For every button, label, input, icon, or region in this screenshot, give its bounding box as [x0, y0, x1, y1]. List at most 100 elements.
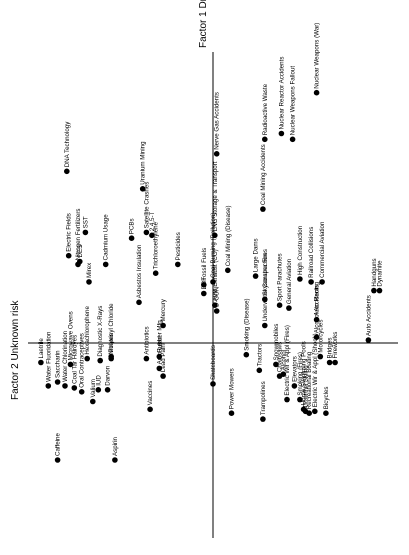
data-point-label: Recreational Boating	[306, 351, 313, 409]
data-point	[313, 89, 320, 96]
data-point-label: Alcohol	[280, 350, 287, 370]
data-point	[143, 355, 150, 362]
data-point-label: Downhill Skiing	[303, 365, 310, 408]
data-point-label: Diagnostic X-Rays	[97, 306, 104, 357]
data-point-label: Laetrile	[38, 338, 45, 359]
data-point-label: Tractors	[256, 344, 263, 366]
data-point-label: Auto Racing	[314, 281, 321, 315]
data-point	[82, 229, 89, 236]
data-point	[273, 361, 279, 368]
x-axis-title: Factor 1 Dread risk	[198, 0, 209, 48]
data-point-label: Rubber Mfg.	[156, 318, 163, 352]
data-point-label: 2,4,5-T	[149, 211, 156, 231]
data-point	[278, 130, 285, 137]
data-point	[306, 410, 313, 417]
data-point	[289, 136, 296, 143]
data-point	[156, 353, 163, 360]
data-point-label: Railroad Collisions	[308, 227, 315, 278]
data-point-label: Motorcycles	[317, 320, 324, 353]
data-point-label: Trichloroethylene	[153, 221, 160, 269]
data-point	[62, 383, 68, 389]
data-point	[260, 416, 266, 422]
data-point-label: Coal Mining (Disease)	[225, 205, 232, 266]
data-point-label: Power Mowers	[229, 368, 236, 409]
data-point-label: Home Swimming Pools	[301, 341, 308, 405]
data-point-label: LNG Storage & Transport	[212, 161, 219, 231]
data-point	[149, 232, 155, 239]
data-point	[376, 287, 383, 294]
data-point	[323, 410, 329, 417]
y-axis-title: Factor 2 Unknown risk	[10, 300, 21, 400]
data-point-label: Nuclear Reactor Accidents	[278, 57, 285, 130]
data-point	[86, 279, 92, 285]
data-point	[317, 353, 324, 360]
data-point	[260, 206, 266, 212]
data-point	[228, 410, 235, 417]
data-point-label: Polyvinyl Chloride	[108, 303, 115, 353]
data-point-label: Caffeine	[55, 433, 62, 456]
data-point-label: Nitrogen Fertilizers	[75, 208, 82, 260]
data-point-label: High Construction	[297, 225, 304, 275]
data-point	[139, 186, 146, 192]
data-point-label: IUD	[95, 375, 102, 386]
data-point-label: Dynamite	[377, 260, 384, 287]
data-point	[201, 290, 207, 297]
data-point	[175, 261, 181, 268]
data-point	[54, 379, 61, 385]
data-point	[90, 398, 96, 405]
data-point-label: Fossil Fuels	[201, 248, 208, 281]
data-point-label: Snowmobiles	[273, 324, 280, 361]
data-point	[95, 387, 102, 393]
data-point-label: Vaccines	[147, 381, 154, 406]
data-point-label: Bridges	[327, 338, 334, 359]
data-point	[128, 235, 135, 241]
data-point	[75, 261, 81, 268]
data-point	[210, 279, 216, 285]
data-point-label: Coal Mining Accidents	[260, 144, 267, 205]
data-point-label: D-CON	[214, 287, 221, 307]
data-point	[308, 279, 314, 285]
data-point	[102, 261, 109, 268]
data-point-label: Alcohol Accidents	[314, 285, 321, 334]
data-point	[64, 168, 70, 175]
data-point-label: Asbestos Insulation	[136, 244, 143, 298]
data-point	[65, 252, 72, 259]
data-point-label: Skateboards	[210, 345, 217, 380]
data-point-label: Water Fluoridation	[45, 331, 52, 382]
data-point	[108, 353, 114, 360]
data-point-label: PCBs	[129, 218, 136, 234]
data-point-label: Fireworks	[332, 332, 339, 359]
data-point	[67, 361, 74, 368]
data-point	[276, 373, 283, 379]
data-point	[371, 287, 377, 294]
data-point	[213, 308, 220, 314]
data-point-label: Pesticides	[175, 232, 182, 260]
data-point-label: Auto Accidents	[365, 295, 372, 336]
data-point-label: Underwater Construction	[262, 253, 269, 322]
data-point-label: Microwave Ovens	[68, 311, 75, 360]
data-point-label: Cadmium Usage	[103, 214, 110, 261]
data-point	[136, 299, 142, 306]
points-layer: Nuclear Weapons (War) Nuclear Reactor Acc…	[38, 23, 384, 463]
data-point-label: Nuclear Weapons Fallout	[290, 66, 297, 136]
data-point-label: DDT	[201, 277, 208, 290]
data-point	[326, 359, 333, 366]
data-point	[147, 406, 153, 413]
data-point	[156, 365, 163, 372]
data-point	[160, 322, 166, 329]
data-point	[291, 383, 298, 389]
data-point	[212, 302, 218, 309]
data-point	[297, 396, 303, 403]
data-point	[160, 373, 166, 379]
data-point	[143, 229, 150, 236]
data-point	[225, 267, 231, 274]
data-point-label: DNA Technology	[64, 121, 71, 168]
data-point-label: Lead Paint	[160, 342, 167, 372]
data-point	[97, 357, 103, 364]
data-point-label: Coal Burning (Pollution)	[210, 213, 217, 278]
data-point	[332, 359, 338, 366]
data-point	[210, 381, 216, 387]
data-point	[365, 337, 372, 343]
data-point-label: Nerve Gas Accidents	[214, 92, 221, 150]
data-point-label: Satellite Crashes	[143, 182, 150, 229]
